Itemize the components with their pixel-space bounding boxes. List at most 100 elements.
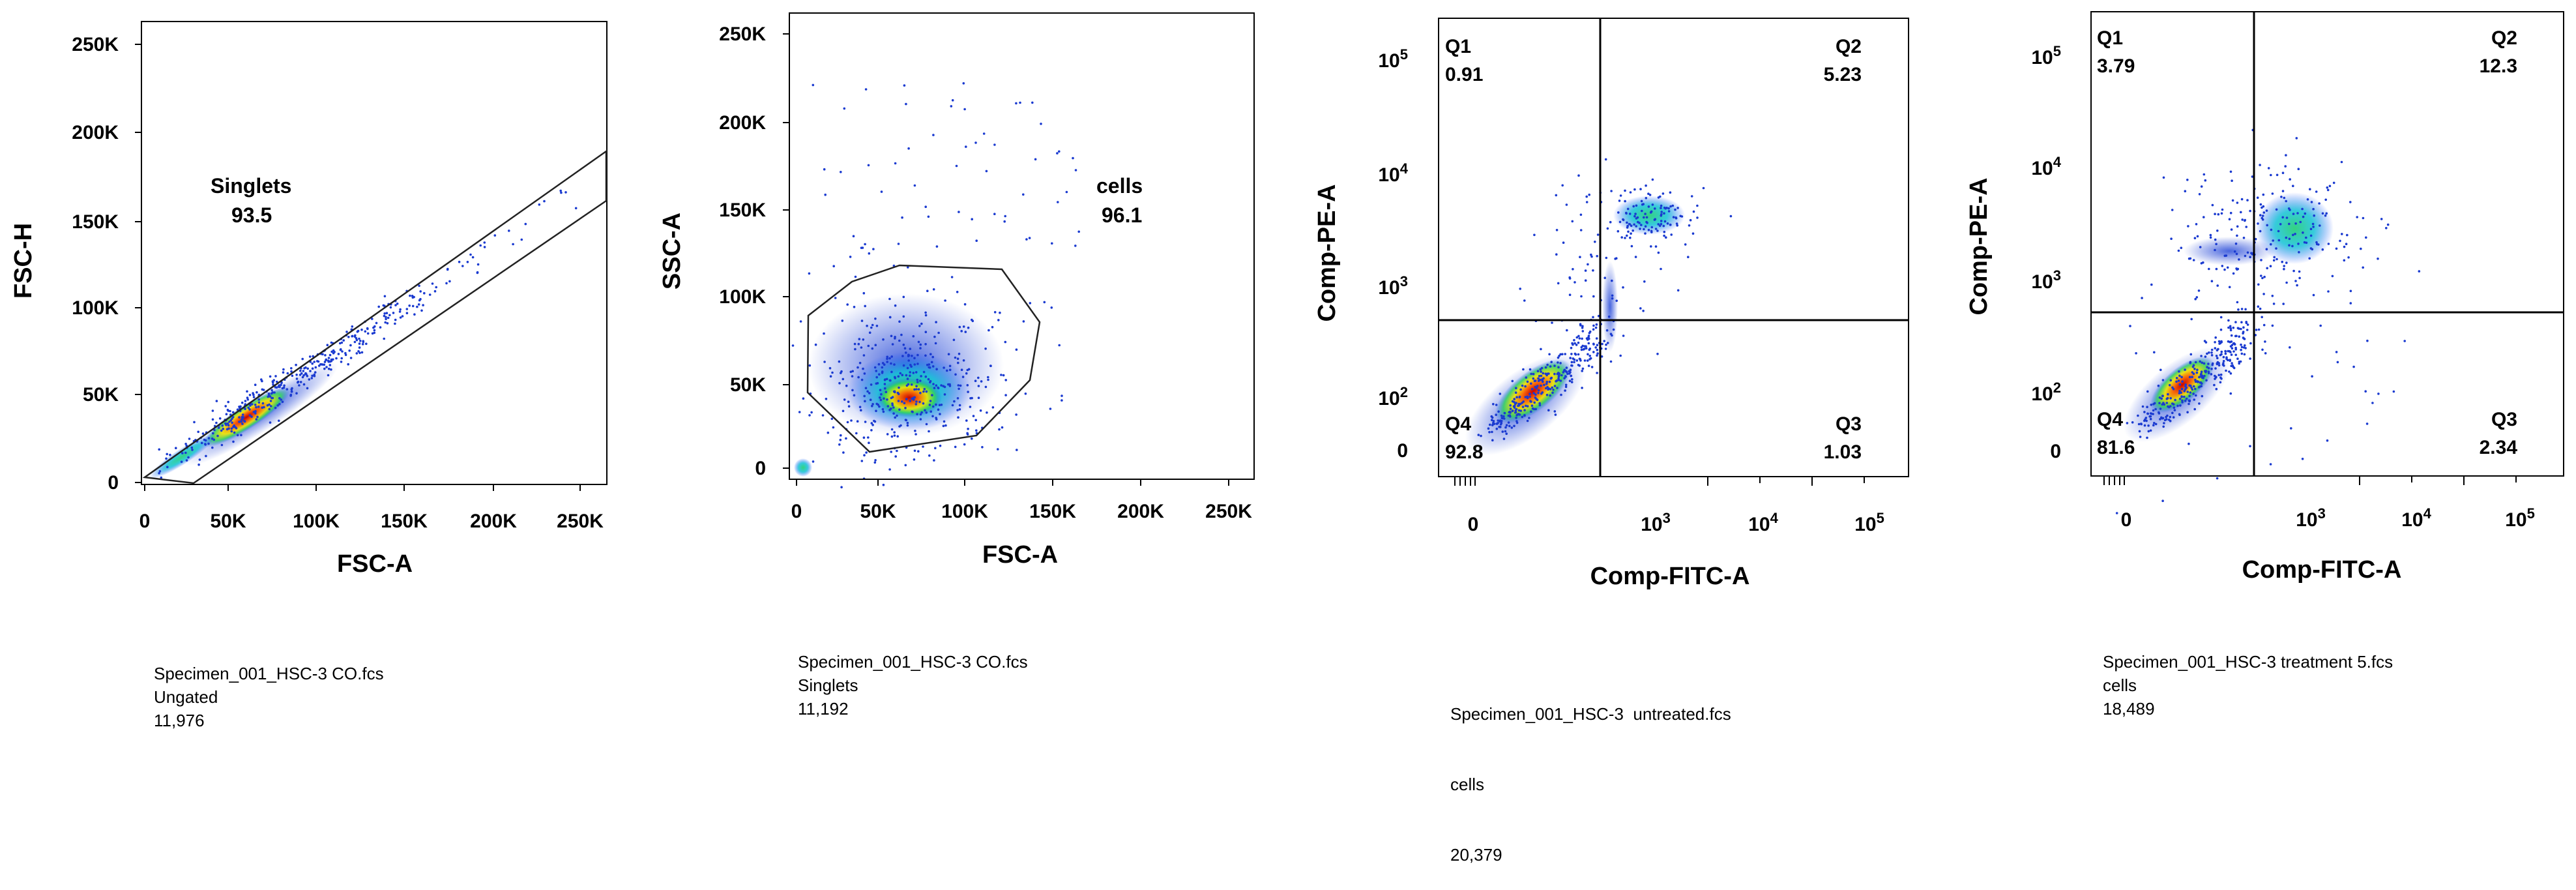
event-dot xyxy=(1569,368,1572,371)
event-dot xyxy=(1566,372,1569,375)
event-dot xyxy=(364,330,367,333)
x-tick-label: 150K xyxy=(381,511,428,532)
event-dot xyxy=(289,394,292,397)
event-dot xyxy=(912,372,915,374)
event-dot xyxy=(2193,368,2196,370)
event-dot xyxy=(1624,189,1626,192)
event-dot xyxy=(2188,376,2191,379)
event-dot xyxy=(1667,207,1670,210)
event-dot xyxy=(894,376,896,379)
event-dot xyxy=(934,342,937,345)
event-dot xyxy=(1540,384,1542,387)
q2-name: Q2 xyxy=(2491,27,2517,49)
event-dot xyxy=(1676,289,1680,292)
event-dot xyxy=(1665,236,1667,239)
event-dot xyxy=(1639,188,1642,190)
event-dot xyxy=(2137,414,2139,417)
event-dot xyxy=(2261,215,2264,217)
event-dot xyxy=(913,388,916,391)
event-dot xyxy=(1513,424,1515,428)
event-dot xyxy=(907,266,909,269)
event-dot xyxy=(2240,308,2244,310)
event-dot xyxy=(2270,243,2272,246)
event-dot xyxy=(290,388,293,391)
event-dot xyxy=(283,384,285,387)
event-dot xyxy=(2311,248,2314,251)
event-dot xyxy=(2223,268,2226,271)
event-dot xyxy=(2169,379,2173,382)
event-dot xyxy=(231,416,235,419)
event-dot xyxy=(2288,244,2291,247)
event-dot xyxy=(842,409,845,413)
event-dot xyxy=(931,415,934,418)
event-dot xyxy=(2147,430,2150,433)
event-dot xyxy=(1645,184,1647,187)
event-dot xyxy=(858,338,861,340)
event-dot xyxy=(1022,193,1025,196)
event-dot xyxy=(1024,393,1027,395)
event-dot xyxy=(2229,359,2231,361)
event-dot xyxy=(845,437,847,440)
event-dot xyxy=(2242,326,2245,329)
event-dot xyxy=(295,363,297,366)
event-dot xyxy=(1592,269,1594,272)
density-q1 xyxy=(2184,237,2275,265)
event-dot xyxy=(371,332,374,335)
event-dot xyxy=(1660,220,1663,222)
event-dot xyxy=(2184,383,2187,386)
event-dot xyxy=(2233,250,2236,253)
event-dot xyxy=(290,390,293,393)
event-dot xyxy=(2227,326,2230,329)
event-dot xyxy=(988,329,990,332)
event-dot xyxy=(882,338,885,341)
event-dot xyxy=(2298,251,2300,254)
event-dot xyxy=(420,309,423,312)
event-dot xyxy=(823,332,825,335)
event-dot xyxy=(916,413,918,415)
event-dot xyxy=(1628,223,1632,226)
event-dot xyxy=(2229,211,2232,215)
event-dot xyxy=(922,370,926,374)
event-dot xyxy=(1645,216,1648,219)
event-dot xyxy=(2335,351,2338,353)
event-dot xyxy=(1557,282,1560,285)
x-tick-label: 250K xyxy=(1205,501,1252,522)
event-dot xyxy=(917,340,920,344)
event-dot xyxy=(359,351,361,354)
event-dot xyxy=(297,380,300,383)
event-dot xyxy=(2236,225,2239,228)
event-dot xyxy=(1596,352,1599,355)
event-dot xyxy=(2238,335,2240,338)
cells-gate[interactable] xyxy=(806,264,1041,453)
event-dot xyxy=(2190,318,2193,321)
event-dot xyxy=(1600,355,1603,358)
event-dot xyxy=(2220,353,2223,356)
event-dot xyxy=(2200,385,2203,387)
event-dot xyxy=(1515,420,1518,423)
event-dot xyxy=(851,370,854,373)
event-dot xyxy=(1592,328,1595,331)
event-dot xyxy=(2281,260,2283,263)
event-dot xyxy=(204,443,207,445)
event-dot xyxy=(982,132,986,135)
event-dot xyxy=(1521,384,1524,387)
event-dot xyxy=(1625,211,1628,215)
event-dot xyxy=(2180,376,2183,379)
event-dot xyxy=(917,450,920,452)
event-dot xyxy=(943,420,946,423)
event-dot xyxy=(862,367,864,370)
event-dot xyxy=(2186,411,2189,413)
event-dot xyxy=(1561,353,1564,355)
event-dot xyxy=(1578,357,1581,361)
event-dot xyxy=(2308,257,2311,260)
event-dot xyxy=(256,415,259,419)
event-dot xyxy=(891,404,894,407)
singlets-gate[interactable] xyxy=(142,149,607,484)
event-dot xyxy=(871,424,874,426)
event-dot xyxy=(2165,402,2169,404)
event-dot xyxy=(1579,324,1582,327)
event-dot xyxy=(1515,387,1517,389)
event-dot xyxy=(1579,359,1582,362)
event-dot xyxy=(1519,409,1522,412)
event-dot xyxy=(878,405,881,408)
